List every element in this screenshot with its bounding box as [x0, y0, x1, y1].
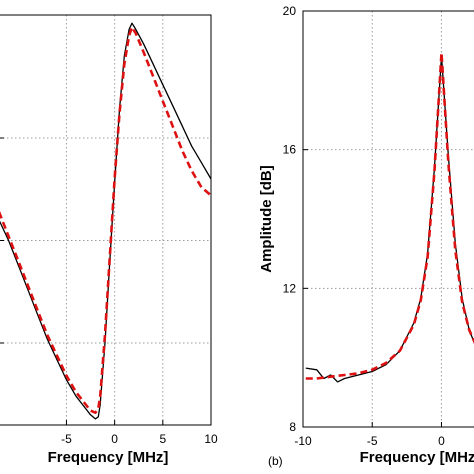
y-tick-label: 8	[289, 420, 296, 434]
panel-a-plot-frame	[0, 14, 212, 426]
panel-b-label: (b)	[268, 454, 283, 468]
x-tick-label: 10	[204, 432, 218, 446]
panel-a-series	[0, 22, 212, 420]
x-tick-label: -10	[294, 434, 312, 448]
panel-b-ticks: -10 -5 0 8 12 16 20	[283, 4, 445, 448]
y-tick-label: 20	[283, 4, 297, 18]
measured-curve	[305, 55, 474, 383]
x-tick-label: 5	[159, 432, 166, 446]
panel-a-x-axis-label: Frequency [MHz]	[48, 449, 169, 466]
panel-a-chart: -5 0 5 10 Frequency [MHz]	[0, 14, 218, 466]
panel-b-x-axis-label: Frequency [MHz]	[360, 449, 474, 466]
fit-curve-dashed	[305, 51, 474, 380]
panel-b-chart: -10 -5 0 8 12 16 20 Amplitude [dB] Frequency […	[258, 4, 474, 468]
y-tick-label: 12	[283, 281, 297, 295]
panel-b-plot-frame	[302, 10, 474, 428]
fit-curve-dashed	[0, 25, 212, 415]
panel-b-series	[305, 51, 474, 383]
y-tick-label: 16	[283, 143, 297, 157]
panel-b-y-axis-label: Amplitude [dB]	[258, 165, 275, 272]
x-tick-label: -5	[367, 434, 378, 448]
panel-a-grid	[0, 15, 212, 425]
x-tick-label: -5	[61, 432, 72, 446]
panel-b-grid	[302, 10, 474, 428]
measured-curve	[0, 22, 212, 420]
x-tick-label: 0	[438, 434, 445, 448]
x-tick-label: 0	[111, 432, 118, 446]
panel-a-x-ticks: -5 0 5 10	[0, 137, 218, 446]
